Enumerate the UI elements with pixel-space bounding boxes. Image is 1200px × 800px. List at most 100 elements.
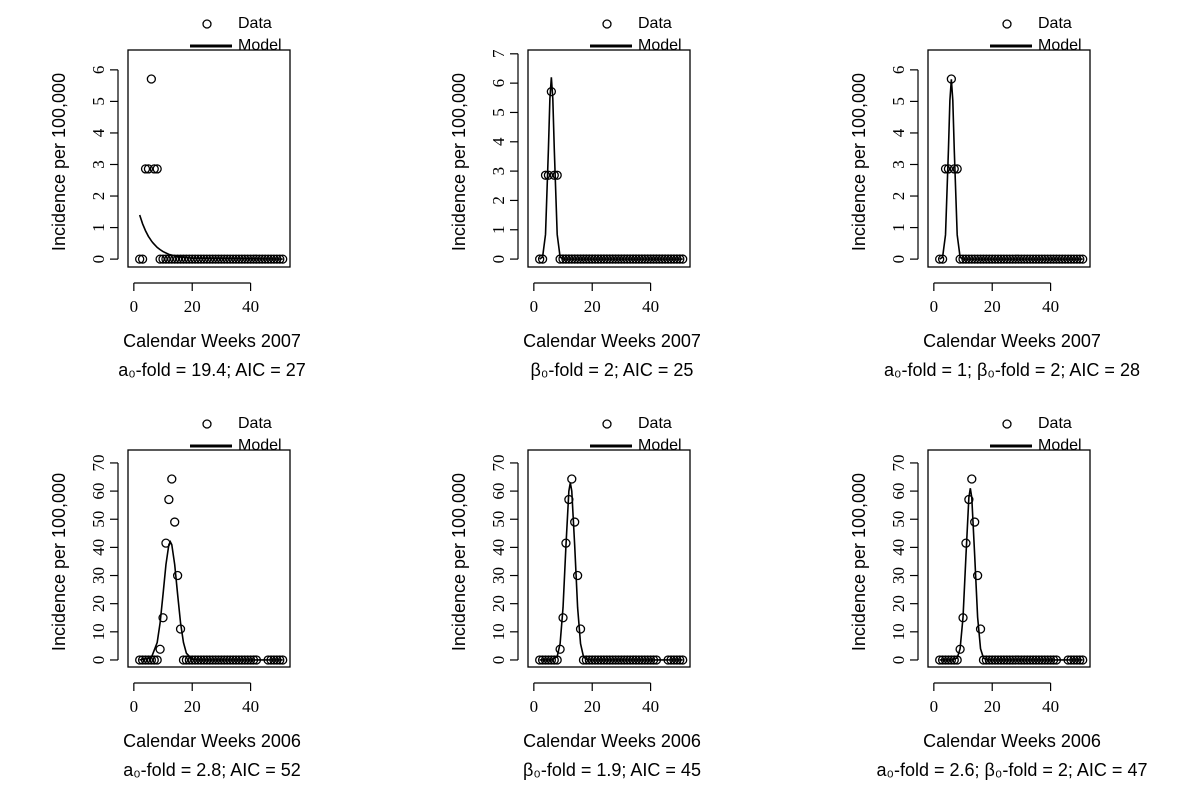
y-tick-label: 1 (89, 223, 108, 232)
x-axis-label: Calendar Weeks 2007 (523, 331, 701, 351)
y-tick-label: 20 (889, 595, 908, 612)
y-tick-label: 5 (889, 97, 908, 106)
x-tick-label: 0 (530, 297, 539, 316)
y-tick-label: 6 (489, 79, 508, 88)
y-tick-label: 60 (489, 483, 508, 500)
data-point (164, 494, 174, 505)
data-point (170, 517, 180, 527)
y-axis-label: Incidence per 100,000 (449, 473, 469, 651)
y-tick-label: 0 (889, 255, 908, 264)
legend-label: Data (1038, 415, 1072, 432)
caption: a₀-fold = 1; β₀-fold = 2; AIC = 28 (884, 360, 1140, 380)
legend-label: Data (1038, 15, 1072, 32)
legend-marker (202, 419, 212, 429)
data-point (155, 254, 165, 264)
x-tick-label: 20 (184, 297, 201, 316)
y-tick-label: 40 (489, 539, 508, 556)
y-tick-label: 10 (89, 623, 108, 640)
data-point (540, 170, 551, 180)
y-axis-label: Incidence per 100,000 (849, 73, 869, 251)
y-axis-label: Incidence per 100,000 (49, 473, 69, 651)
data-point (152, 655, 162, 665)
data-point (972, 570, 983, 581)
data-point (181, 655, 192, 665)
y-tick-label: 3 (489, 167, 508, 176)
caption: a₀-fold = 2.6; β₀-fold = 2; AIC = 47 (877, 760, 1148, 780)
caption: a₀-fold = 2.8; AIC = 52 (123, 760, 301, 780)
data-point (535, 254, 545, 264)
y-tick-label: 3 (889, 160, 908, 169)
y-tick-label: 3 (89, 160, 108, 169)
model-line (939, 488, 1083, 661)
y-tick-label: 30 (489, 567, 508, 584)
data-point (137, 254, 148, 264)
plot-box (127, 449, 291, 668)
y-tick-label: 0 (489, 255, 508, 264)
y-tick-label: 4 (89, 128, 108, 137)
plot-box (127, 49, 291, 268)
data-point (152, 164, 162, 174)
data-point (137, 655, 148, 665)
legend-label: Model (638, 437, 682, 454)
x-tick-label: 0 (530, 697, 539, 716)
y-tick-label: 4 (489, 137, 508, 146)
legend-marker (602, 19, 612, 29)
model-line (139, 540, 283, 661)
legend-label: Data (238, 415, 272, 432)
data-point (158, 254, 168, 264)
legend-label: Model (1038, 437, 1082, 454)
y-tick-label: 10 (889, 623, 908, 640)
data-point (135, 254, 145, 264)
data-point (552, 170, 562, 180)
y-tick-label: 0 (889, 656, 908, 665)
y-tick-label: 2 (89, 192, 108, 201)
x-axis-label: Calendar Weeks 2006 (123, 731, 301, 751)
data-point (146, 74, 157, 84)
data-point (570, 517, 580, 527)
y-axis-label: Incidence per 100,000 (449, 73, 469, 251)
model-line (539, 77, 683, 260)
data-point (196, 254, 206, 264)
x-tick-label: 40 (242, 697, 259, 716)
data-point (572, 570, 583, 581)
plot-box (927, 449, 1091, 668)
y-tick-label: 60 (889, 483, 908, 500)
data-point (187, 254, 197, 264)
x-tick-label: 40 (642, 297, 659, 316)
y-tick-label: 0 (89, 656, 108, 665)
y-tick-label: 1 (489, 226, 508, 235)
data-point (952, 164, 962, 174)
data-point (143, 655, 154, 665)
legend-marker (1002, 419, 1012, 429)
y-tick-label: 20 (489, 595, 508, 612)
y-tick-label: 0 (89, 255, 108, 264)
x-axis-label: Calendar Weeks 2007 (923, 331, 1101, 351)
data-point (940, 164, 951, 174)
y-tick-label: 70 (89, 454, 108, 471)
y-tick-label: 70 (489, 454, 508, 471)
y-axis-label: Incidence per 100,000 (49, 73, 69, 251)
y-tick-label: 50 (89, 511, 108, 528)
x-tick-label: 0 (130, 697, 139, 716)
legend-marker (202, 19, 212, 29)
x-axis-label: Calendar Weeks 2007 (123, 331, 301, 351)
data-point (178, 655, 189, 665)
data-point (190, 254, 200, 264)
x-tick-label: 0 (130, 297, 139, 316)
y-tick-label: 20 (89, 595, 108, 612)
model-line (539, 482, 683, 661)
y-tick-label: 5 (89, 97, 108, 106)
y-tick-label: 6 (889, 66, 908, 75)
x-tick-label: 20 (984, 297, 1001, 316)
y-tick-label: 40 (889, 539, 908, 556)
data-point (967, 474, 977, 484)
x-tick-label: 40 (642, 697, 659, 716)
y-tick-label: 5 (489, 108, 508, 117)
legend-marker (602, 419, 612, 429)
plot-box (527, 449, 691, 668)
y-tick-label: 30 (889, 567, 908, 584)
data-point (158, 613, 168, 623)
model-line (138, 214, 283, 260)
data-point (149, 655, 159, 665)
x-tick-label: 20 (584, 697, 601, 716)
